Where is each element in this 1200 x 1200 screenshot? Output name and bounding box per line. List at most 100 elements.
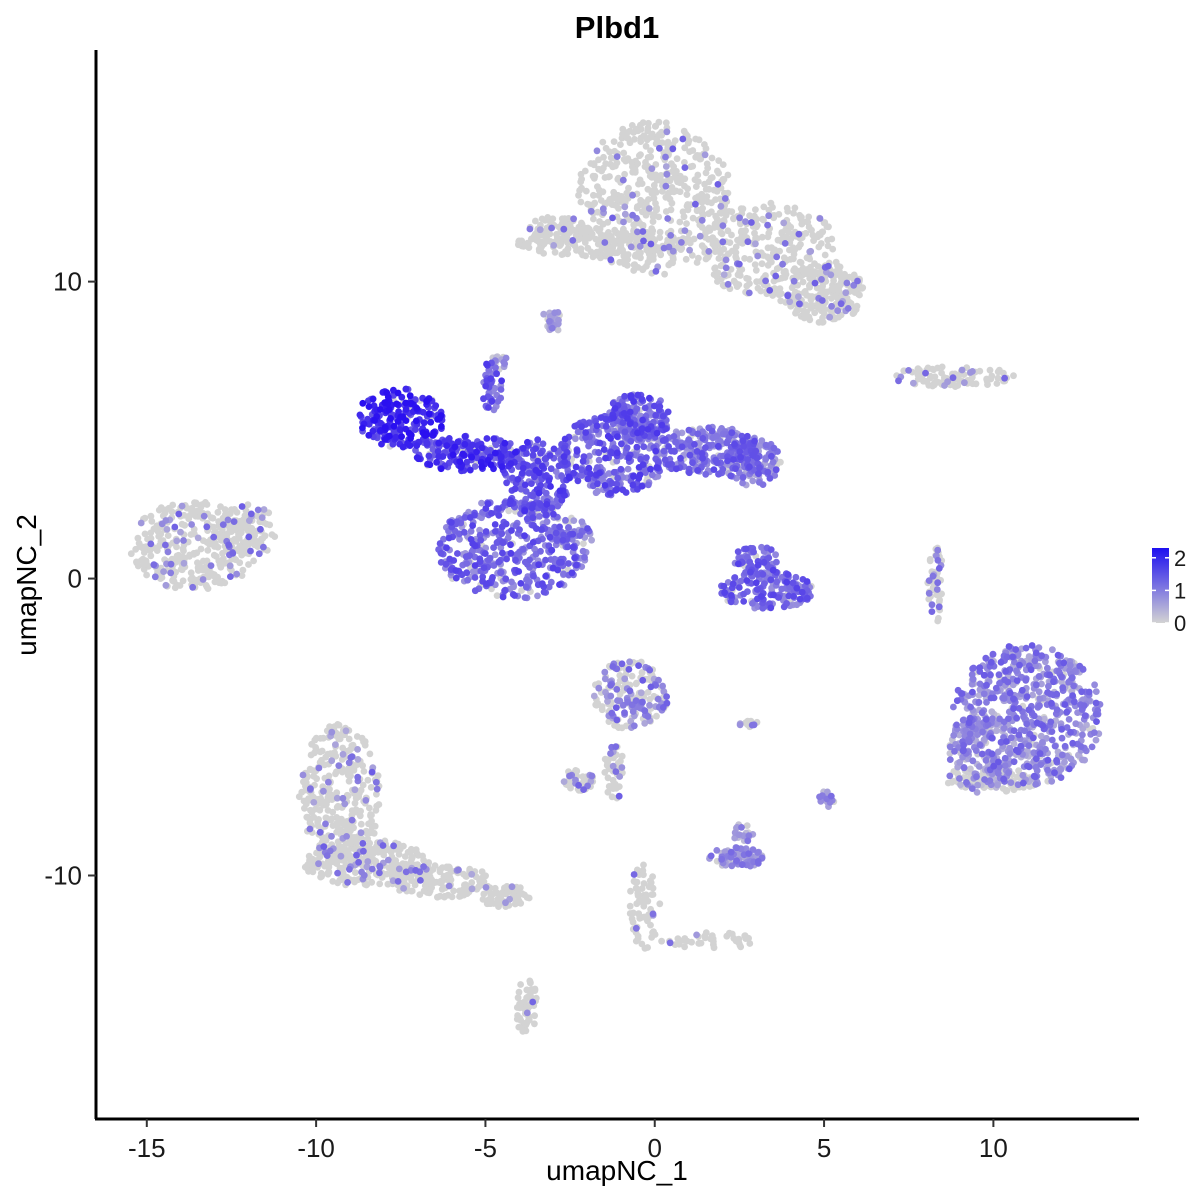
cell-point (1067, 755, 1075, 763)
cell-point (722, 211, 730, 219)
cell-point (329, 808, 337, 816)
cell-point (372, 778, 380, 786)
cell-point (930, 366, 937, 374)
cell-point (929, 572, 937, 580)
cell-point (500, 358, 508, 366)
cell-point (197, 545, 205, 553)
cell-point (134, 562, 142, 570)
cell-point (325, 868, 333, 875)
cell-point (1090, 729, 1098, 736)
cell-point (713, 847, 721, 854)
cell-point (188, 504, 196, 512)
cell-point (528, 235, 535, 243)
cell-point (735, 831, 743, 839)
cell-point (639, 867, 647, 874)
cell-point (707, 852, 715, 860)
cell-point (178, 502, 186, 510)
cell-point (753, 278, 760, 286)
cell-point (351, 799, 359, 807)
cell-point (642, 211, 650, 219)
cell-point (993, 727, 1000, 735)
cell-point (326, 785, 333, 793)
cell-point (738, 824, 745, 831)
cell-point (546, 317, 553, 325)
cell-point (707, 174, 715, 182)
cell-point (968, 785, 976, 792)
cell-point (735, 935, 743, 943)
cell-point (742, 218, 749, 226)
cell-point (366, 839, 373, 847)
cell-point (581, 554, 588, 561)
cell-point (564, 239, 572, 247)
cell-point (645, 481, 652, 489)
cell-point (669, 255, 677, 263)
cell-point (648, 165, 656, 173)
cell-point (765, 206, 773, 214)
cell-point (895, 377, 902, 385)
cell-point (780, 268, 788, 276)
cell-point (994, 374, 1002, 382)
cell-point (716, 195, 724, 203)
cell-point (608, 709, 616, 717)
cell-point (715, 255, 723, 262)
cell-point (1048, 736, 1056, 744)
cell-point (796, 258, 804, 266)
cell-point (348, 753, 356, 760)
cell-point (827, 792, 835, 800)
cell-point (434, 893, 441, 901)
cell-point (361, 741, 369, 749)
cell-point (821, 251, 829, 259)
cell-point (708, 154, 716, 162)
cell-point (960, 764, 968, 772)
cell-point (808, 226, 815, 234)
cell-point (818, 228, 826, 236)
cell-point (595, 186, 603, 194)
cell-point (508, 578, 515, 586)
cell-point (143, 571, 151, 579)
cell-point (975, 698, 983, 706)
cell-point (613, 249, 621, 257)
cell-point (407, 887, 415, 895)
cell-point (523, 894, 531, 901)
cell-point (701, 151, 709, 159)
cell-point (580, 540, 587, 547)
cell-point (226, 562, 234, 570)
cell-point (696, 155, 704, 163)
cell-point (642, 142, 650, 150)
cell-point (653, 136, 661, 144)
cell-point (694, 171, 702, 179)
cell-point (540, 310, 548, 318)
cell-point (614, 697, 621, 704)
cell-point (564, 245, 572, 253)
cell-point (164, 548, 172, 556)
cell-point (647, 147, 654, 155)
cell-point (346, 865, 353, 873)
cell-point (590, 692, 598, 700)
cell-point (981, 776, 988, 783)
cell-point (708, 932, 716, 939)
cell-point (265, 509, 273, 517)
cell-point (217, 503, 224, 510)
cell-point (744, 238, 752, 246)
cell-point (733, 283, 741, 290)
cell-point (557, 240, 565, 248)
cell-point (521, 594, 529, 601)
cell-point (543, 228, 551, 236)
cell-point (758, 260, 766, 268)
cell-point (202, 499, 209, 506)
cell-point (1015, 767, 1022, 775)
cell-point (662, 163, 670, 170)
cell-point (1025, 742, 1033, 749)
cell-point (468, 879, 476, 886)
cell-point (614, 196, 621, 204)
cell-point (156, 542, 164, 549)
cell-point (630, 267, 638, 274)
cell-point (630, 722, 638, 730)
cell-point (699, 204, 706, 212)
cell-point (366, 750, 374, 758)
cell-point (372, 807, 380, 814)
cell-point (241, 544, 248, 551)
cell-point (376, 880, 384, 888)
cell-point (754, 858, 762, 865)
cell-point (186, 551, 194, 559)
